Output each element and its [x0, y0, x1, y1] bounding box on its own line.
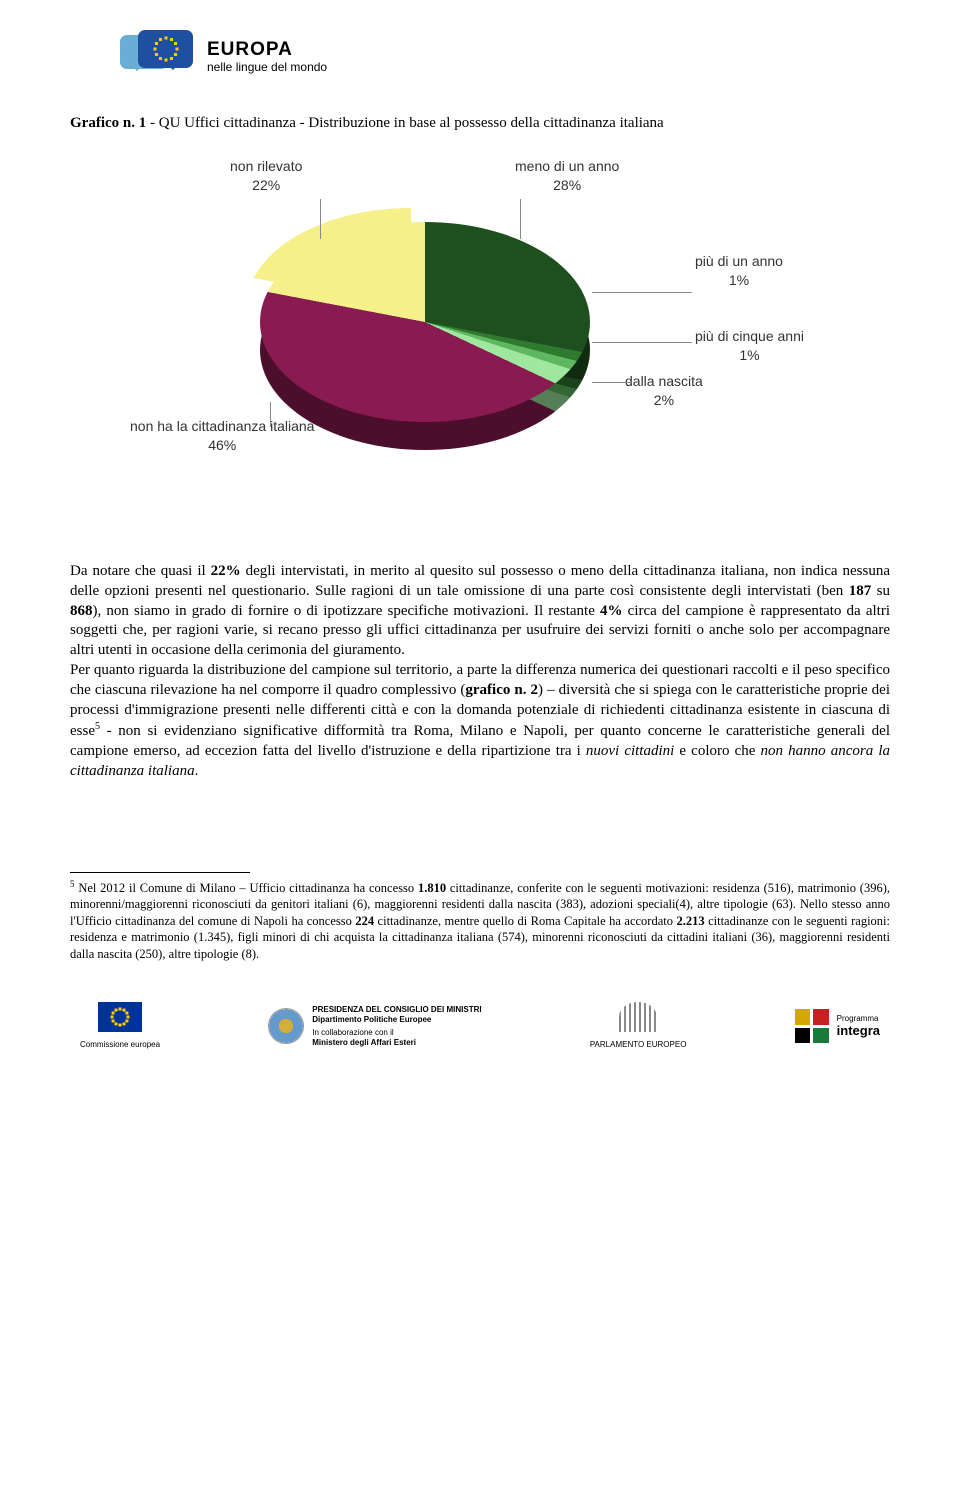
eu-flag-icon	[98, 1002, 142, 1032]
label-piu-anno: più di un anno1%	[695, 252, 783, 290]
pie-3d	[260, 222, 590, 462]
leader-line	[520, 199, 521, 239]
label-meno-anno: meno di un anno28%	[515, 157, 619, 195]
leader-line	[320, 199, 321, 239]
leader-line	[592, 292, 692, 293]
label-nascita: dalla nascita2%	[625, 372, 703, 410]
leader-line	[592, 382, 632, 383]
logo-main: EUROPA	[207, 40, 327, 61]
logo-sub: nelle lingue del mondo	[207, 61, 327, 74]
footer-presidenza: PRESIDENZA DEL CONSIGLIO DEI MINISTRI Di…	[268, 1005, 481, 1047]
parliament-icon	[619, 1002, 657, 1032]
speech-bubble-icon	[120, 30, 195, 85]
footer-logos: Commissione europea PRESIDENZA DEL CONSI…	[70, 1002, 890, 1050]
italy-emblem-icon	[268, 1008, 304, 1044]
leader-line	[592, 342, 692, 343]
commission-label: Commissione europea	[80, 1040, 160, 1050]
footnote-rule	[70, 872, 250, 873]
parlamento-label: PARLAMENTO EUROPEO	[590, 1040, 687, 1050]
footer-parlamento: PARLAMENTO EUROPEO	[590, 1002, 687, 1050]
pie-chart: non rilevato22% meno di un anno28% più d…	[70, 157, 890, 517]
chart-title: Grafico n. 1 - QU Uffici cittadinanza - …	[70, 115, 890, 132]
leader-line	[270, 402, 271, 427]
integra-icon	[795, 1009, 829, 1043]
footnote: 5 Nel 2012 il Comune di Milano – Ufficio…	[70, 879, 890, 963]
presidenza-text: PRESIDENZA DEL CONSIGLIO DEI MINISTRI Di…	[312, 1005, 481, 1047]
footer-commission: Commissione europea	[80, 1002, 160, 1050]
chart-title-rest: - QU Uffici cittadinanza - Distribuzione…	[146, 115, 663, 131]
label-non-rilevato: non rilevato22%	[230, 157, 302, 195]
body-paragraphs: Da notare che quasi il 22% degli intervi…	[70, 562, 890, 782]
chart-title-prefix: Grafico n. 1	[70, 115, 146, 131]
footer-integra: Programma integra	[795, 1009, 880, 1043]
logo-text: EUROPA nelle lingue del mondo	[207, 40, 327, 74]
header-logo: EUROPA nelle lingue del mondo	[120, 30, 890, 85]
integra-text: Programma integra	[837, 1014, 880, 1039]
label-cinque-anni: più di cinque anni1%	[695, 327, 804, 365]
